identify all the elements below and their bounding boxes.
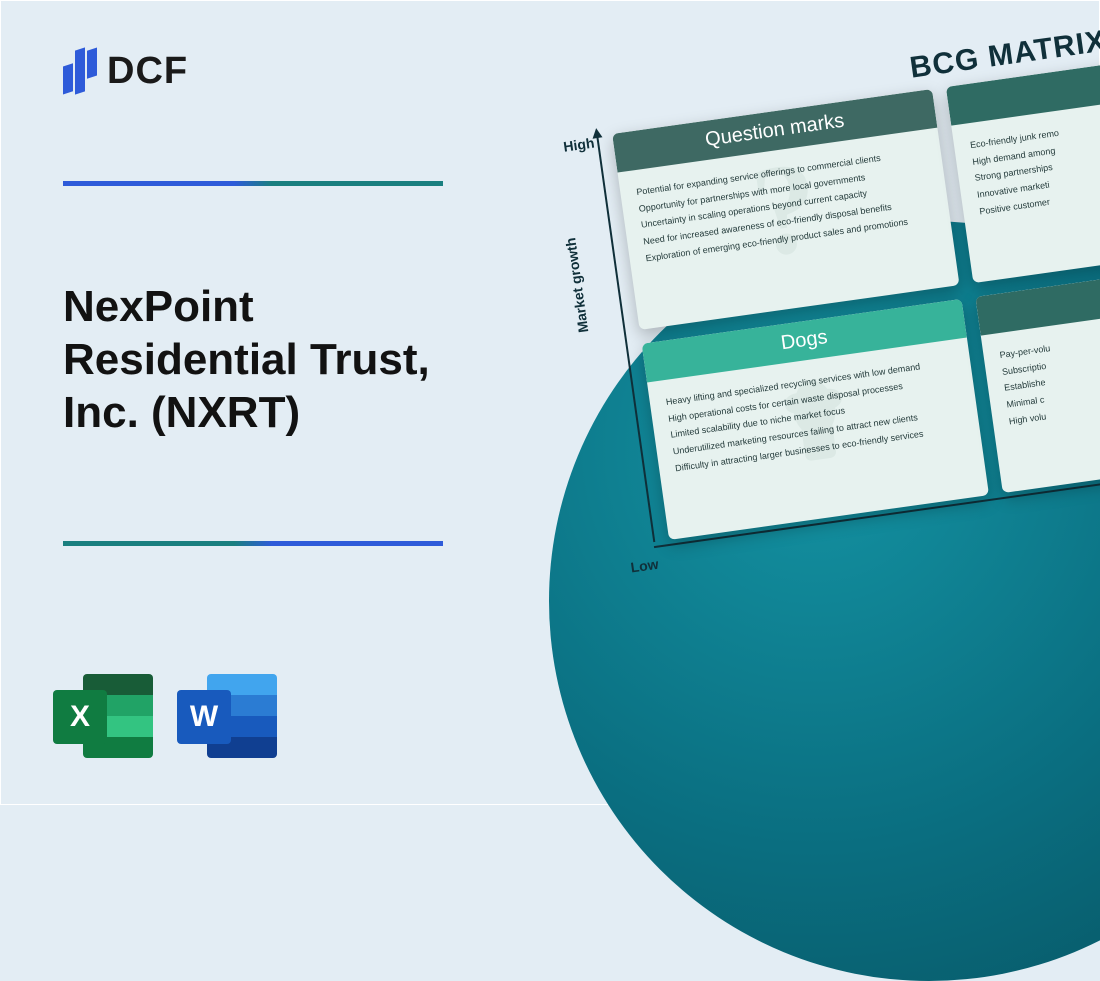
axis-label-y: Market growth — [562, 237, 591, 334]
word-letter: W — [177, 690, 231, 744]
page-title: NexPoint Residential Trust, Inc. (NXRT) — [63, 281, 493, 439]
quadrant-dogs: Dogs Heavy lifting and specialized recyc… — [642, 299, 989, 540]
file-icons-row: X W — [53, 668, 277, 764]
quadrant-cash-cows: Pay-per-volu Subscriptio Establishe Mini… — [975, 252, 1100, 493]
divider-bottom — [63, 541, 443, 546]
quadrant-question-marks: Question marks ? Potential for expanding… — [612, 89, 959, 330]
word-icon: W — [177, 668, 277, 764]
excel-letter: X — [53, 690, 107, 744]
brand-name: DCF — [107, 50, 188, 93]
quadrant-stars: Eco-friendly junk remo High demand among… — [946, 42, 1100, 283]
divider-top — [63, 181, 443, 186]
logo-mark-icon — [63, 43, 97, 98]
brand-logo: DCF — [63, 49, 188, 93]
axis-label-low: Low — [630, 556, 660, 576]
axis-label-high: High — [562, 135, 595, 155]
bcg-matrix: BCG MATRIX High Low Market growth Market… — [559, 1, 1100, 582]
excel-icon: X — [53, 668, 153, 764]
